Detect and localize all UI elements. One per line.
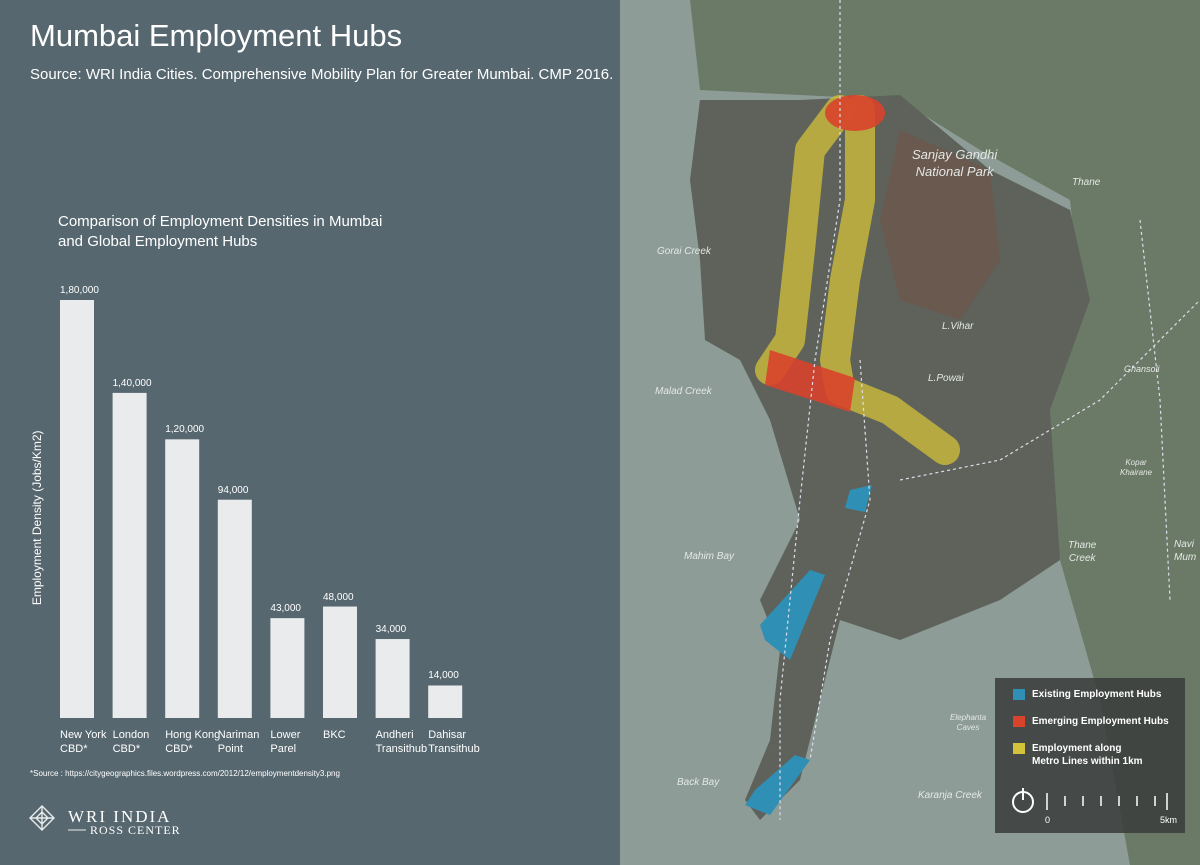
title: Mumbai Employment Hubs <box>30 18 403 53</box>
value-label: 43,000 <box>270 603 301 615</box>
x-tick-label: Lower Parel <box>270 729 301 755</box>
place-label: Mahim Bay <box>684 551 735 562</box>
value-label: 1,40,000 <box>112 377 152 389</box>
logo-icon <box>29 805 55 831</box>
value-label: 1,20,000 <box>165 424 205 436</box>
existing-hub <box>760 570 825 660</box>
value-label: 48,000 <box>323 591 354 603</box>
x-tick-label: Dahisar Transithub <box>428 729 480 755</box>
legend-swatch <box>1013 716 1025 727</box>
place-label: Karanja Creek <box>918 790 982 801</box>
legend-swatch <box>1013 689 1025 700</box>
chart-title: Comparison of Employment Densities in Mu… <box>58 213 383 250</box>
x-tick-label: Andheri Transithub <box>375 729 428 755</box>
y-axis-label: Employment Density (Jobs/Km2) <box>30 430 45 606</box>
place-label: Thane <box>1072 177 1101 188</box>
logo-name: WRI INDIA <box>68 807 172 826</box>
source-note: *Source : https://citygeographics.files.… <box>30 769 340 778</box>
place-label: Elephanta Caves <box>950 713 987 733</box>
place-label: L.Powai <box>928 373 964 384</box>
rail-lines <box>779 0 1200 820</box>
legend-box <box>995 678 1185 833</box>
bar <box>375 639 410 718</box>
x-tick-label: New York CBD* <box>60 729 107 755</box>
bar <box>428 685 463 718</box>
legend-label: Emerging Employment Hubs <box>1032 716 1169 727</box>
legend-label: Existing Employment Hubs <box>1032 689 1162 700</box>
bar <box>112 392 147 718</box>
scale-bar <box>1046 793 1168 810</box>
subtitle: Source: WRI India Cities. Comprehensive … <box>30 66 614 83</box>
metro-corridor <box>755 95 960 465</box>
place-label: Sanjay Gandhi National Park <box>912 147 998 179</box>
bar <box>165 439 200 718</box>
bar-chart <box>60 300 463 718</box>
value-label: 14,000 <box>428 670 459 682</box>
value-label: 94,000 <box>217 484 249 496</box>
place-label: Back Bay <box>677 777 720 788</box>
value-label: 1,80,000 <box>60 285 99 296</box>
x-tick-label: London CBD* <box>112 729 150 755</box>
place-label: Navi Mum <box>1174 539 1197 563</box>
corridor-west <box>755 95 855 385</box>
scale-label: 0 <box>1045 815 1051 825</box>
bar <box>60 300 94 718</box>
scale-label: 5km <box>1160 815 1178 825</box>
bar <box>217 499 252 718</box>
logo-subname: ROSS CENTER <box>90 823 181 837</box>
x-tick-label: Nariman Point <box>217 729 260 755</box>
place-label: Malad Creek <box>655 386 712 397</box>
emerging-hub <box>825 95 885 131</box>
legend-label: Employment along Metro Lines within 1km <box>1032 743 1143 767</box>
existing-hub <box>845 485 872 512</box>
value-label: 34,000 <box>375 624 407 636</box>
existing-hub <box>745 755 810 815</box>
bar <box>323 606 357 718</box>
place-label: Kopar Khairane <box>1120 458 1153 478</box>
x-tick-label: BKC <box>323 729 346 741</box>
place-label: Thane Creek <box>1068 540 1097 564</box>
legend-swatch <box>1013 743 1025 754</box>
bar <box>270 618 305 718</box>
x-tick-label: Hong Kong CBD* <box>165 729 221 755</box>
park <box>880 130 1000 320</box>
place-label: Ghansoli <box>1124 364 1160 374</box>
place-label: L.Vihar <box>942 321 974 332</box>
emerging-hub <box>765 350 855 412</box>
corridor-east <box>820 95 960 465</box>
mainland <box>690 0 1200 865</box>
place-label: Gorai Creek <box>657 246 711 257</box>
